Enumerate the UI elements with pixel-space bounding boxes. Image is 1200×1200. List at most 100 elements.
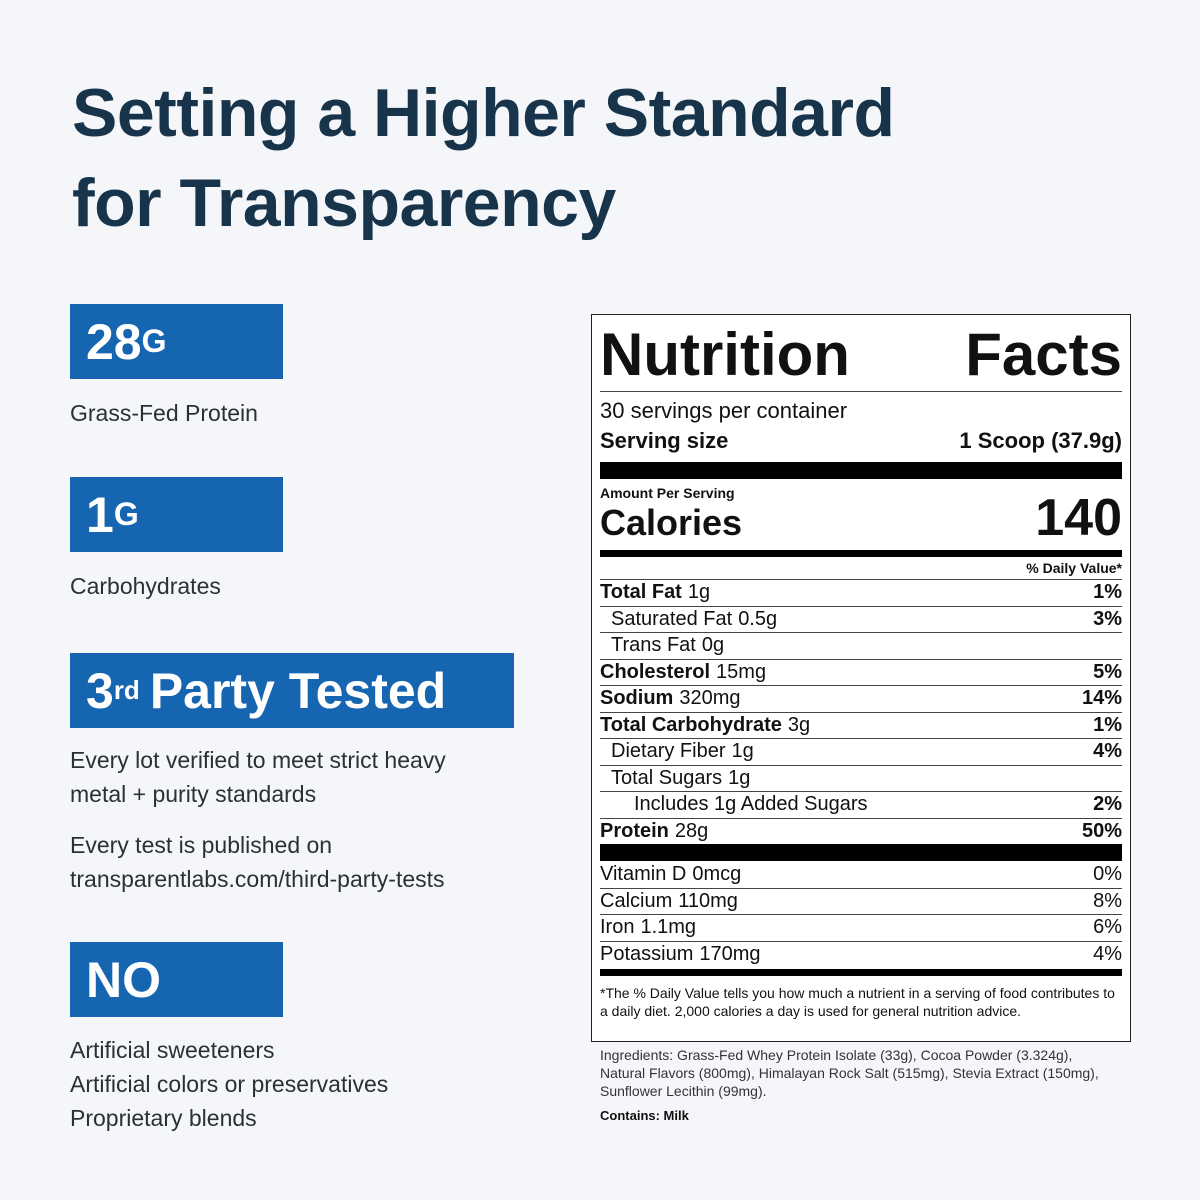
badge-caption: Every lot verified to meet strict heavy … — [70, 743, 446, 811]
caption-line: Carbohydrates — [70, 573, 221, 599]
calories-value: 140 — [1035, 489, 1122, 547]
nutrient-row: Saturated Fat 0.5g 3% — [600, 605, 1122, 633]
nutrient-row: Total Carbohydrate 3g 1% — [600, 711, 1122, 739]
nutrient: Protein 28g — [600, 820, 708, 843]
vitamin: Calcium 110mg — [600, 890, 738, 913]
nutrient: Saturated Fat 0.5g — [600, 608, 777, 631]
serving-size-value: 1 Scoop (37.9g) — [959, 428, 1122, 453]
nutrient-dv: 5% — [1093, 660, 1122, 683]
badge: NO — [70, 942, 283, 1017]
nutrient-row: Sodium 320mg 14% — [600, 685, 1122, 712]
caption-line: Artificial colors or preservatives — [70, 1071, 389, 1097]
vitamin-name: Potassium — [600, 942, 694, 965]
vitamin-row: Potassium 170mg 4% — [600, 940, 1122, 968]
nutrient: Dietary Fiber 1g — [600, 740, 754, 763]
nutrient-row: Protein 28g 50% — [600, 817, 1122, 845]
badge-value: 3 — [86, 662, 114, 719]
calories: Calories 140 — [600, 489, 1122, 547]
caption-line: transparentlabs.com/third-party-tests — [70, 866, 445, 892]
nutrient: Includes 1g Added Sugars — [600, 793, 868, 816]
badge-unit: G — [141, 323, 167, 359]
divider — [600, 462, 1122, 479]
headline: Setting a Higher Standard for Transparen… — [72, 68, 895, 248]
nutrient: Trans Fat 0g — [600, 634, 724, 657]
calories-label: Calories — [600, 502, 743, 543]
ingredients: Ingredients: Grass-Fed Whey Protein Isol… — [600, 1047, 1099, 1099]
nutrient-row: Dietary Fiber 1g 4% — [600, 738, 1122, 765]
vitamin-name: Iron — [600, 916, 635, 939]
nutrient-row: Trans Fat 0g — [600, 632, 1122, 659]
vitamin-dv: 0% — [1093, 862, 1122, 885]
contains: Contains: Milk — [600, 1108, 689, 1123]
nutrient: Sodium 320mg — [600, 687, 741, 710]
vitamin-dv: 4% — [1093, 942, 1122, 965]
nutrient-name: Sodium — [600, 687, 674, 710]
badge-unit: G — [113, 496, 139, 532]
nutrient-name: Protein — [600, 819, 669, 842]
footnote: *The % Daily Value tells you how much a … — [600, 985, 1115, 1019]
vitamin-amount: 110mg — [678, 889, 738, 912]
dv-header: % Daily Value* — [1026, 560, 1122, 576]
caption-line: Every test is published on — [70, 832, 333, 858]
divider — [600, 969, 1122, 976]
caption-line: Every lot verified to meet strict heavy — [70, 747, 446, 773]
serving-size-label: Serving size — [600, 428, 729, 453]
nutrient-dv: 4% — [1093, 740, 1122, 763]
badge-caption: Artificial sweeteners Artificial colors … — [70, 1033, 388, 1135]
nutrient-name: Total Sugars — [611, 766, 723, 789]
badge-value: 1 — [86, 486, 114, 543]
nutrient-dv: 14% — [1081, 687, 1122, 710]
vitamin: Potassium 170mg — [600, 943, 761, 966]
nutrient-name: Dietary Fiber — [611, 740, 726, 763]
vitamin-row: Calcium 110mg 8% — [600, 887, 1122, 915]
badge-value: 28 — [86, 313, 142, 370]
nutrient-name: Cholesterol — [600, 660, 711, 683]
nutrient-amount: 1g — [728, 766, 751, 789]
vitamin: Iron 1.1mg — [600, 916, 696, 939]
nutrient-name: Includes 1g Added Sugars — [634, 793, 868, 816]
badge-text: Party Tested — [149, 662, 447, 719]
divider — [600, 844, 1122, 861]
nutrient-dv: 50% — [1081, 819, 1122, 842]
caption-line: Proprietary blends — [70, 1105, 257, 1131]
nutrient-amount: 1g — [731, 740, 754, 763]
vitamin-row: Vitamin D 0mcg 0% — [600, 861, 1122, 888]
nutrient-row: Total Sugars 1g — [600, 764, 1122, 792]
nutrient-name: Total Carbohydrate — [600, 713, 782, 736]
vitamin: Vitamin D 0mcg — [600, 863, 741, 886]
vitamin-amount: 1.1mg — [640, 916, 697, 939]
divider — [600, 550, 1122, 557]
nutrient-amount: 28g — [674, 819, 709, 842]
nutrient-row: Includes 1g Added Sugars 2% — [600, 791, 1122, 818]
vitamin-amount: 0mcg — [692, 862, 742, 885]
headline-line: Setting a Higher Standard — [72, 75, 895, 151]
headline-line: for Transparency — [72, 165, 616, 241]
caption-line: Artificial sweeteners — [70, 1037, 275, 1063]
vitamin-amount: 170mg — [699, 942, 761, 965]
nutrient-amount: 0.5g — [738, 607, 778, 630]
badge-value: NO — [86, 951, 161, 1008]
nutrient-amount: 3g — [787, 713, 811, 736]
servings: 30 servings per container — [600, 398, 848, 423]
badge-caption: Every test is published on transparentla… — [70, 828, 445, 896]
nutrient-rows: Total Fat 1g 1% Saturated Fat 0.5g 3% Trans Fa… — [600, 579, 1122, 844]
badge: 28 G — [70, 304, 283, 379]
badge-caption: Grass-Fed Protein — [70, 396, 258, 430]
nutrient-dv: 1% — [1093, 713, 1122, 736]
nutrition-label: Nutrition Facts 30 servings per containe… — [591, 314, 1131, 1042]
badge-caption: Carbohydrates — [70, 569, 221, 603]
nutrient-dv: 2% — [1093, 793, 1122, 816]
badge-sup: rd — [113, 675, 140, 705]
nutrient-amount: 320mg — [679, 687, 741, 710]
nutrient: Cholesterol 15mg — [600, 661, 766, 684]
nutrient: Total Fat 1g — [600, 581, 710, 604]
nutrient: Total Carbohydrate 3g — [600, 714, 810, 737]
vitamin-dv: 6% — [1093, 916, 1122, 939]
nutrient-row: Total Fat 1g 1% — [600, 579, 1122, 606]
vitamin-name: Vitamin D — [600, 862, 687, 885]
nutrient-name: Total Fat — [600, 581, 682, 604]
vitamin-dv: 8% — [1093, 889, 1122, 912]
nutrient-dv: 3% — [1093, 607, 1122, 630]
